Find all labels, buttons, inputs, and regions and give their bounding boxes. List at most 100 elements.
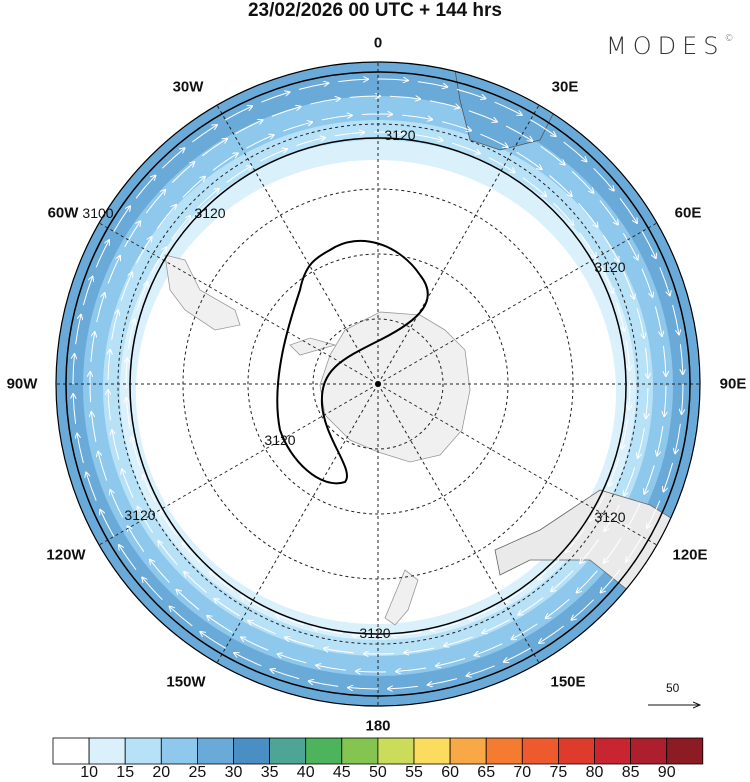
wind-streamline bbox=[654, 306, 662, 336]
wind-streamline bbox=[537, 559, 560, 579]
wind-streamline bbox=[108, 350, 110, 380]
wind-streamline bbox=[468, 110, 497, 122]
wind-streamline bbox=[296, 138, 325, 147]
wind-streamline bbox=[182, 177, 205, 198]
contour-3120-ring bbox=[129, 137, 627, 635]
colorbar-tick-label: 75 bbox=[549, 764, 568, 781]
wind-streamline bbox=[207, 616, 233, 633]
wind-streamline bbox=[636, 308, 644, 337]
wind-streamline bbox=[413, 134, 443, 141]
longitude-label: 120E bbox=[672, 546, 708, 564]
wind-streamline bbox=[451, 142, 480, 153]
wind-streamline bbox=[212, 153, 238, 171]
wind-streamline bbox=[214, 599, 240, 617]
wind-streamline bbox=[539, 625, 564, 643]
wind-streamline bbox=[428, 678, 458, 685]
wind-streamline bbox=[593, 167, 614, 190]
longitude-label: 150E bbox=[550, 673, 586, 691]
wind-streamline bbox=[309, 681, 339, 687]
wind-streamline bbox=[246, 135, 274, 149]
wind-streamline bbox=[184, 572, 207, 593]
wind-streamline bbox=[95, 240, 109, 268]
wind-streamline bbox=[98, 452, 108, 481]
colorbar-tick-label: 30 bbox=[224, 764, 243, 781]
wind-streamline bbox=[143, 475, 156, 503]
wind-streamline bbox=[530, 119, 556, 136]
colorbar-swatch bbox=[413, 737, 451, 765]
wind-streamline bbox=[392, 631, 422, 635]
wind-streamline bbox=[644, 465, 655, 493]
wind-streamline bbox=[282, 122, 312, 132]
colorbar-swatch bbox=[341, 737, 379, 765]
wind-streamline bbox=[122, 469, 134, 498]
wind-streamline bbox=[324, 649, 354, 654]
colorbar-swatch bbox=[449, 737, 487, 765]
wind-streamline bbox=[629, 380, 630, 410]
colorbar-tick-label: 90 bbox=[657, 764, 676, 781]
wind-streamline bbox=[158, 541, 178, 565]
wind-streamline bbox=[480, 133, 507, 147]
wind-streamline bbox=[259, 149, 287, 162]
wind-streamline bbox=[132, 437, 141, 466]
wind-streamline bbox=[248, 621, 276, 635]
wind-streamline bbox=[348, 688, 379, 689]
wind-streamline bbox=[128, 319, 135, 349]
wind-streamline bbox=[578, 203, 598, 227]
wind-streamline bbox=[672, 304, 679, 334]
longitude-label: 30W bbox=[172, 78, 204, 96]
colorbar-tick-label: 35 bbox=[260, 764, 279, 781]
wind-streamline bbox=[210, 572, 234, 591]
colorbar-tick-label: 20 bbox=[152, 764, 171, 781]
wind-streamline bbox=[580, 539, 600, 563]
wind-streamline bbox=[171, 162, 194, 183]
wind-streamline bbox=[82, 277, 92, 306]
wind-streamline bbox=[160, 511, 177, 536]
contour-label: 3120 bbox=[359, 625, 390, 641]
wind-streamline bbox=[663, 345, 665, 376]
wind-streamline bbox=[647, 500, 661, 528]
wind-streamline bbox=[75, 315, 81, 345]
new-zealand-land bbox=[384, 569, 419, 626]
wind-streamline bbox=[626, 536, 643, 562]
wind-streamline bbox=[183, 543, 203, 566]
wind-streamline bbox=[604, 538, 622, 563]
wind-streamline bbox=[285, 637, 315, 647]
longitude-label: 120W bbox=[46, 546, 86, 564]
wind-streamline bbox=[201, 139, 227, 157]
wind-streamline bbox=[615, 302, 624, 331]
wind-streamline bbox=[417, 81, 447, 87]
colorbar-swatch bbox=[594, 737, 631, 765]
colorbar-swatch bbox=[124, 737, 162, 765]
wind-streamline bbox=[73, 394, 75, 424]
wind-streamline bbox=[77, 434, 84, 464]
colorbar-tick-label: 15 bbox=[116, 764, 135, 781]
wind-streamline bbox=[646, 347, 648, 378]
wind-streamline bbox=[682, 383, 683, 414]
wind-streamline bbox=[579, 232, 596, 258]
wind-streamline bbox=[100, 510, 115, 537]
wind-streamline bbox=[571, 170, 593, 192]
wind-streamline bbox=[456, 88, 485, 98]
map-title: 23/02/2026 00 UTC + 144 hrs bbox=[247, 0, 503, 21]
colorbar-swatch bbox=[521, 737, 559, 765]
wind-streamline bbox=[135, 176, 155, 199]
wind-streamline bbox=[404, 647, 435, 653]
wind-streamline bbox=[156, 205, 176, 229]
wind-streamline bbox=[469, 606, 497, 619]
wind-streamline bbox=[226, 166, 252, 183]
wind-streamline bbox=[150, 560, 170, 583]
colorbar-swatch bbox=[52, 737, 90, 765]
wind-streamline bbox=[563, 141, 587, 161]
south-pole-dot bbox=[375, 381, 381, 387]
reference-vector-label: 50 bbox=[666, 681, 680, 695]
wind-streamline bbox=[356, 671, 387, 672]
colorbar-tick-label: 70 bbox=[513, 764, 532, 781]
wind-streamline bbox=[225, 106, 253, 121]
map-border bbox=[55, 61, 701, 707]
wind-streamline bbox=[467, 665, 495, 676]
wind-streamline bbox=[622, 419, 628, 449]
wind-streamline bbox=[680, 344, 682, 374]
wind-streamline bbox=[436, 658, 466, 667]
wind-streamline bbox=[600, 265, 613, 293]
wind-streamline bbox=[590, 494, 605, 521]
